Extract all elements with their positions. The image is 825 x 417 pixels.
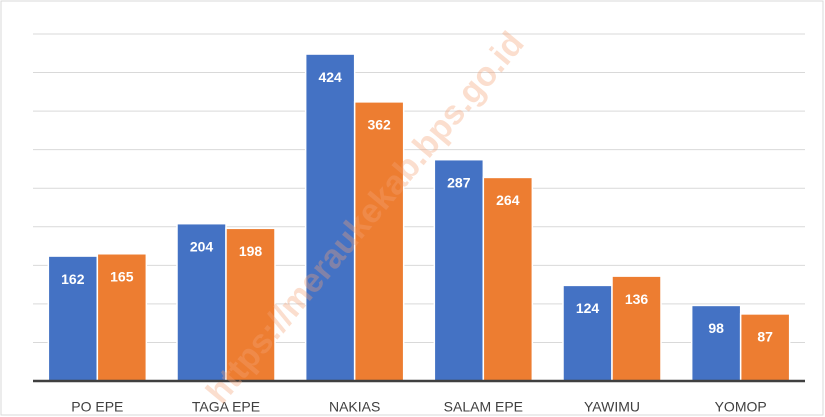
x-tick-label: YAWIMU	[584, 399, 640, 415]
x-tick-label: NAKIAS	[329, 399, 380, 415]
data-label: 162	[61, 271, 85, 287]
bar	[433, 158, 485, 382]
bar	[690, 304, 742, 382]
data-label: 362	[367, 117, 391, 133]
bar	[304, 53, 356, 382]
data-label: 87	[757, 329, 773, 345]
bar	[353, 101, 405, 382]
x-tick-label: PO EPE	[71, 399, 123, 415]
bar	[739, 313, 791, 382]
x-tick-label: YOMOP	[715, 399, 767, 415]
bar	[47, 255, 99, 382]
data-label: 124	[576, 300, 600, 316]
bar	[482, 176, 534, 382]
x-tick-label: SALAM EPE	[444, 399, 523, 415]
data-label: 198	[239, 243, 263, 259]
data-label: 136	[625, 291, 649, 307]
data-label: 264	[496, 192, 520, 208]
data-label: 424	[318, 69, 342, 85]
data-label: 98	[708, 320, 724, 336]
data-label: 165	[110, 268, 134, 284]
bar	[225, 227, 276, 382]
data-label: 204	[190, 238, 214, 254]
x-tick-label: TAGA EPE	[192, 399, 260, 415]
data-label: 287	[447, 174, 471, 190]
bar	[611, 275, 662, 382]
